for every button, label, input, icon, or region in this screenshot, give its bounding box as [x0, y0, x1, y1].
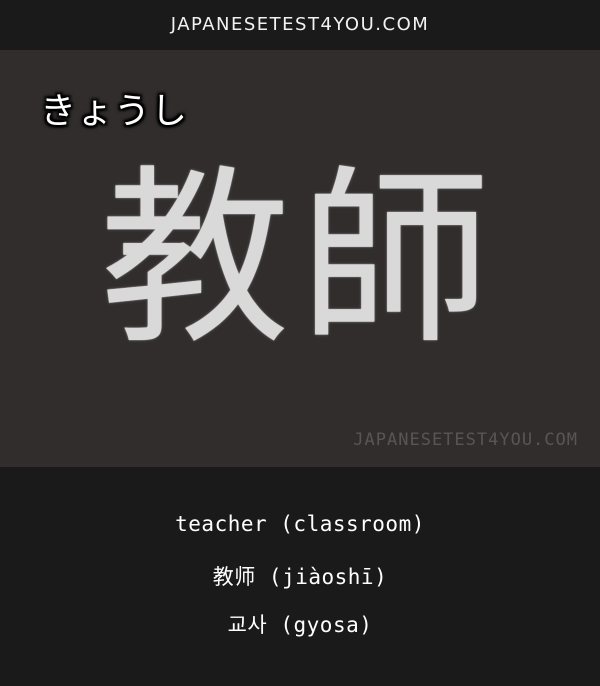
- header-bar: JAPANESETEST4YOU.COM: [0, 0, 600, 50]
- watermark: JAPANESETEST4YOU.COM: [353, 430, 578, 450]
- korean-translation: 교사 (gyosa): [227, 613, 373, 637]
- kanji-word: 教師: [99, 149, 500, 370]
- chinese-translation: 教师 (jiàoshī): [212, 565, 388, 589]
- vocabulary-card: きょうし 教師 JAPANESETEST4YOU.COM: [0, 50, 600, 467]
- english-translation: teacher (classroom): [175, 512, 425, 536]
- translation-section: teacher (classroom) 教师 (jiàoshī) 교사 (gyo…: [0, 467, 600, 686]
- site-name: JAPANESETEST4YOU.COM: [170, 13, 430, 35]
- hiragana-reading: きょうし: [40, 91, 189, 132]
